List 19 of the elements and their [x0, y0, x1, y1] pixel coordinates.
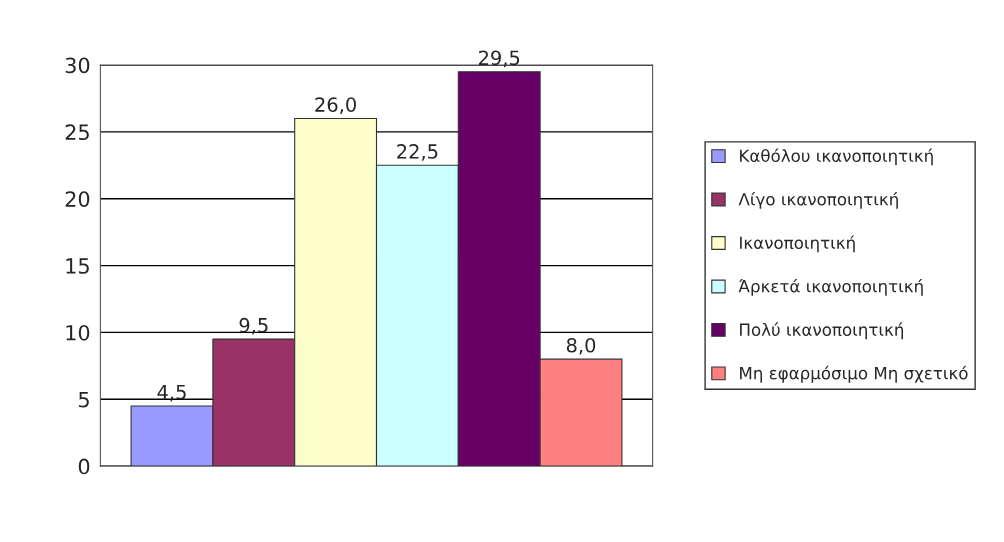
legend-label: Καθόλου ικανοποιητική [740, 148, 933, 166]
y-tick-label: 15 [66, 258, 89, 274]
data-label: 4,5 [157, 384, 186, 402]
data-label: 8,0 [566, 337, 596, 355]
data-label: 22,5 [397, 144, 438, 161]
y-tick-label: 0 [78, 458, 90, 475]
y-tick-label: 25 [65, 124, 89, 141]
legend-label: Άρκετά ικανοποιητική [738, 278, 923, 296]
data-label: 29,5 [478, 50, 520, 68]
y-tick-label: 10 [66, 324, 90, 341]
data-label: 26,0 [315, 97, 356, 114]
y-tick-label: 5 [79, 392, 89, 408]
data-label: 9,5 [239, 317, 268, 335]
legend-label: Λίγο ικανοποιητική [738, 191, 898, 209]
legend-label: Μη εφαρμόσιμο Μη σχετικό [740, 365, 968, 383]
y-tick-label: 20 [65, 191, 90, 207]
legend-label: Ικανοποιητική [740, 235, 855, 253]
y-tick-label: 30 [65, 57, 90, 74]
legend-label: Πολύ ικανοποιητική [740, 322, 904, 340]
